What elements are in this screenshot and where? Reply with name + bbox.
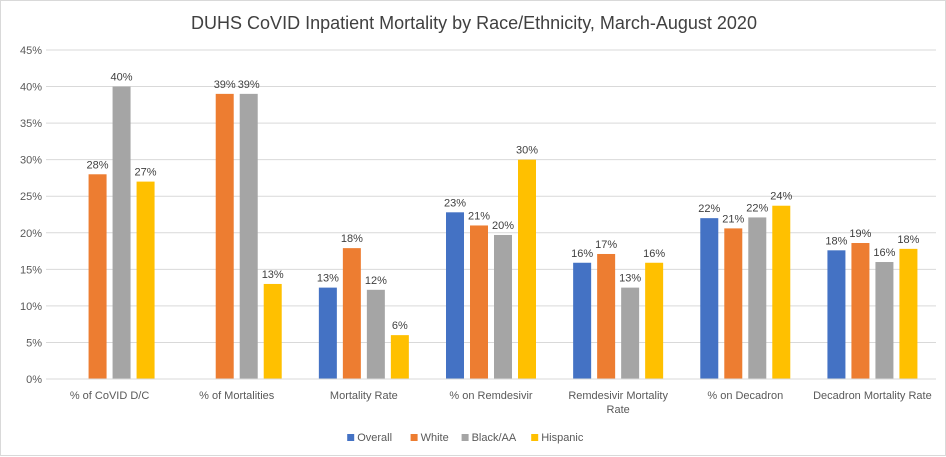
data-label: 21% [468, 210, 490, 222]
data-label: 40% [111, 72, 133, 84]
data-label: 13% [317, 273, 339, 285]
bar-black-aa [875, 262, 894, 379]
bar-overall [318, 287, 337, 379]
bar-hispanic [518, 159, 536, 379]
x-tick-label: % on Remdesivir [449, 390, 532, 402]
bar-black-aa [621, 287, 640, 379]
data-label: 24% [770, 191, 792, 203]
data-label: 18% [897, 234, 919, 246]
data-label: 22% [746, 202, 768, 214]
data-label: 17% [595, 239, 617, 251]
bar-white [88, 174, 107, 379]
data-label: 22% [698, 203, 720, 215]
x-axis-ticks: % of CoVID D/C % of Mortalities Mortality … [70, 390, 932, 416]
y-tick-label: 35% [20, 118, 42, 130]
x-tick-label: % on Decadron [707, 390, 783, 402]
bar-black-aa [112, 86, 131, 380]
bar-overall [827, 250, 846, 379]
x-tick-label: Mortality Rate [330, 390, 398, 402]
bar-black-aa [494, 234, 512, 379]
data-label: 13% [262, 269, 284, 281]
gridlines [46, 49, 936, 343]
bar-white [342, 248, 361, 379]
data-label: 30% [516, 145, 538, 157]
legend-label-overall: Overall [357, 432, 392, 444]
data-label: 13% [619, 273, 641, 285]
legend-swatch-black-aa [461, 434, 469, 441]
data-label: 19% [849, 228, 871, 240]
bar-white [724, 228, 743, 379]
data-label: 18% [825, 235, 847, 247]
data-label: 18% [341, 233, 363, 245]
bar-white [470, 225, 488, 379]
data-label: 16% [643, 248, 665, 260]
data-label: 6% [392, 320, 408, 332]
bar-white [215, 93, 234, 379]
bar-overall [446, 212, 464, 379]
data-labels: 28%40%27%39% 39%13% 13%18%12%6%23%21%20%30… [87, 72, 920, 333]
y-tick-label: 40% [20, 82, 42, 94]
data-label: 16% [873, 247, 895, 259]
bar-black-aa [239, 93, 258, 379]
legend-swatch-white [410, 434, 418, 441]
bar-hispanic [899, 248, 918, 379]
x-tick-label: Decadron Mortality Rate [813, 390, 932, 402]
bar-white [597, 253, 616, 379]
data-label: 16% [571, 248, 593, 260]
bar-hispanic [390, 335, 409, 379]
bar-hispanic [136, 181, 155, 379]
data-label: 21% [722, 213, 744, 225]
y-tick-label: 5% [26, 337, 42, 349]
y-tick-label: 45% [20, 45, 42, 57]
bar-hispanic [772, 205, 791, 379]
legend: Overall White Black/AA Hispanic [347, 432, 584, 444]
legend-label-white: White [421, 432, 449, 444]
x-tick-label: Rate [607, 404, 630, 416]
bar-black-aa [748, 217, 767, 379]
data-label: 20% [492, 220, 514, 232]
chart-title: DUHS CoVID Inpatient Mortality by Race/E… [191, 13, 757, 33]
y-tick-label: 15% [20, 264, 42, 276]
data-label: 39% [214, 79, 236, 91]
x-tick-label: % of Mortalities [199, 390, 275, 402]
x-tick-label: Remdesivir Mortality [568, 390, 668, 402]
data-label: 28% [87, 159, 109, 171]
bar-overall [700, 218, 719, 379]
data-label: 23% [444, 197, 466, 209]
legend-label-hispanic: Hispanic [541, 432, 584, 444]
y-axis-ticks: 0% 5% 10% 15% 20% 25% 30% 35% 40% 45% [20, 45, 42, 386]
bar-hispanic [645, 262, 664, 379]
legend-label-black-aa: Black/AA [472, 432, 517, 444]
x-tick-label: % of CoVID D/C [70, 390, 150, 402]
legend-swatch-overall [347, 434, 355, 441]
bar-overall [573, 262, 592, 379]
y-tick-label: 30% [20, 155, 42, 167]
y-tick-label: 20% [20, 228, 42, 240]
y-tick-label: 10% [20, 301, 42, 313]
y-tick-label: 0% [26, 374, 42, 386]
data-label: 27% [135, 167, 157, 179]
bars [88, 86, 918, 380]
legend-swatch-hispanic [531, 434, 539, 441]
y-tick-label: 25% [20, 191, 42, 203]
data-label: 12% [365, 275, 387, 287]
data-label: 39% [238, 79, 260, 91]
bar-black-aa [366, 289, 385, 379]
bar-white [851, 243, 870, 379]
bar-hispanic [263, 283, 282, 379]
